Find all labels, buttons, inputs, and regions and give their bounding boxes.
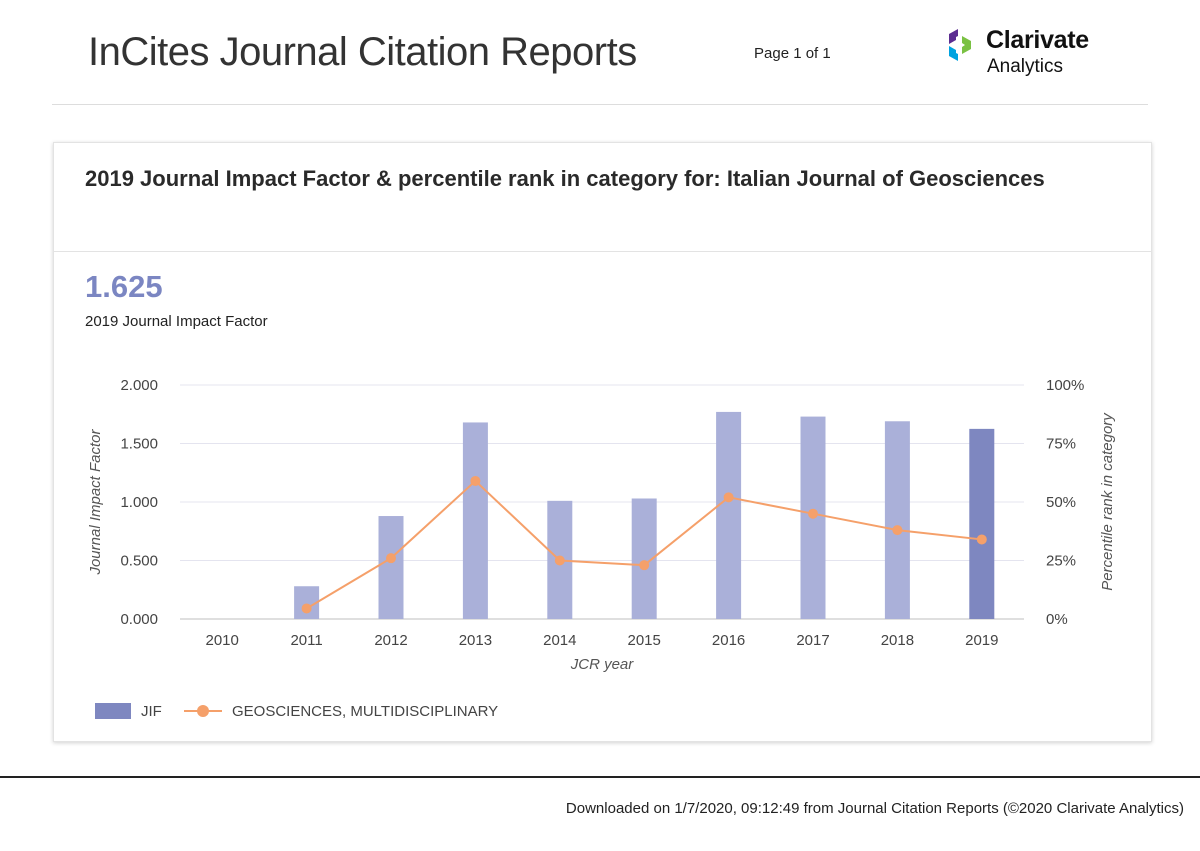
percentile-point xyxy=(639,560,650,571)
x-tick-label: 2015 xyxy=(628,632,661,649)
footer-divider xyxy=(0,776,1200,778)
y2-tick-label: 25% xyxy=(1046,553,1076,570)
x-tick-label: 2013 xyxy=(459,632,492,649)
percentile-point xyxy=(723,492,734,503)
clarivate-logo: Clarivate Analytics xyxy=(946,25,1116,81)
logo-sub-text: Analytics xyxy=(987,56,1064,77)
footer-text: Downloaded on 1/7/2020, 09:12:49 from Jo… xyxy=(565,800,1184,817)
chart-card: 2019 Journal Impact Factor & percentile … xyxy=(53,142,1152,742)
percentile-point xyxy=(554,555,565,566)
y2-tick-label: 0% xyxy=(1046,611,1068,628)
x-tick-label: 2012 xyxy=(374,632,407,649)
x-tick-label: 2014 xyxy=(543,632,576,649)
jif-bar xyxy=(969,428,995,619)
page-indicator: Page 1 of 1 xyxy=(754,45,831,62)
percentile-point xyxy=(808,508,818,519)
y-axis-title: Journal Impact Factor xyxy=(87,428,104,575)
card-title: 2019 Journal Impact Factor & percentile … xyxy=(85,166,1045,191)
logo-brand-text: Clarivate xyxy=(986,26,1089,54)
percentile-point xyxy=(976,534,987,545)
legend-swatch-point xyxy=(197,705,209,717)
jif-bar xyxy=(378,516,404,619)
legend-label-geosciences: GEOSCIENCES, MULTIDISCIPLINARY xyxy=(232,703,498,720)
y-tick-label: 0.500 xyxy=(120,553,158,570)
legend-swatch-jif xyxy=(95,703,131,719)
card-divider xyxy=(54,251,1151,252)
y2-tick-label: 100% xyxy=(1046,377,1084,394)
y-tick-label: 1.000 xyxy=(120,494,158,511)
x-tick-label: 2017 xyxy=(796,632,829,649)
percentile-point xyxy=(892,525,903,536)
y-tick-label: 1.500 xyxy=(120,436,158,453)
x-tick-label: 2016 xyxy=(712,632,745,649)
y2-tick-label: 50% xyxy=(1046,494,1076,511)
x-tick-label: 2011 xyxy=(290,632,322,649)
header-divider xyxy=(52,104,1148,105)
y2-tick-label: 75% xyxy=(1046,436,1076,453)
jif-value: 1.625 xyxy=(85,269,163,304)
jif-bar xyxy=(462,422,488,619)
x-tick-label: 2018 xyxy=(881,632,914,649)
y-tick-label: 2.000 xyxy=(120,377,158,394)
jif-bar xyxy=(716,411,742,619)
percentile-point xyxy=(301,603,312,614)
clarivate-logo-icon xyxy=(949,29,971,61)
percentile-point xyxy=(470,475,481,486)
x-tick-label: 2019 xyxy=(965,632,998,649)
y-tick-label: 0.000 xyxy=(120,611,158,628)
report-title: InCites Journal Citation Reports xyxy=(88,30,637,74)
jif-chart: 0.000 0.500 1.000 1.500 2.000 0% 25% 50% 75% 100%… xyxy=(87,377,1116,720)
y2-axis-title: Percentile rank in category xyxy=(1099,412,1116,591)
legend-label-jif: JIF xyxy=(141,703,162,720)
jif-bar xyxy=(884,421,910,619)
x-tick-label: 2010 xyxy=(206,632,239,649)
jif-label: 2019 Journal Impact Factor xyxy=(85,313,268,330)
x-axis-title: JCR year xyxy=(570,656,635,673)
percentile-point xyxy=(386,553,396,564)
